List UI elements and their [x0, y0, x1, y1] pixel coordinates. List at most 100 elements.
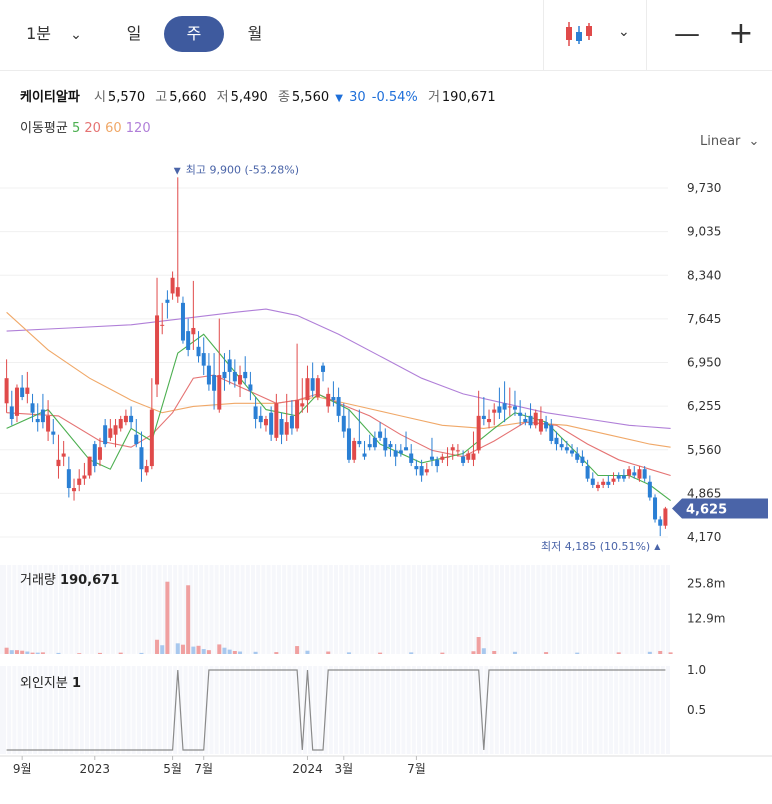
candle [82, 475, 87, 479]
volume-bar [492, 650, 497, 654]
candle [134, 434, 139, 445]
candle [51, 431, 56, 435]
ohlc-summary: 케이티알파 시 5,570 고 5,660 저 5,490 종 5,560 ▼ 30 -… [20, 86, 498, 105]
toolbar-divider [646, 0, 647, 70]
chevron-down-icon: ⌄ [70, 27, 82, 43]
volume-bar [30, 652, 35, 654]
candle [341, 415, 346, 432]
candle [310, 378, 315, 391]
volume-bar [118, 652, 123, 654]
volume-bar [227, 649, 232, 654]
chart-type-select[interactable]: ⌄ [558, 20, 638, 48]
volume-bar [274, 652, 279, 654]
volume-bar [440, 652, 445, 654]
candle [492, 409, 497, 413]
candle [642, 469, 647, 479]
price-tick-label: 4,865 [687, 486, 721, 500]
candle [180, 302, 185, 341]
tab-month[interactable]: 월 [247, 24, 263, 43]
volume-bar [155, 639, 160, 654]
volume-bar [476, 637, 481, 654]
volume-bar [201, 649, 206, 654]
scale-select[interactable]: Linear ⌄ [700, 134, 759, 149]
candle [647, 481, 652, 498]
high-value: 5,660 [169, 90, 207, 105]
foreign-panel-label: 외인지분 1 [20, 676, 81, 691]
candle [450, 447, 455, 451]
volume-bar [196, 645, 201, 654]
candle [507, 406, 512, 408]
open-label: 시 [93, 90, 106, 105]
candle [336, 397, 341, 416]
change-arrow-icon: ▼ [335, 93, 343, 104]
candle [253, 406, 258, 419]
volume-bar [35, 652, 40, 654]
volume-label: 거 [427, 90, 440, 105]
candle [217, 375, 222, 410]
ma-60: 60 [105, 121, 122, 136]
toolbar-divider [543, 0, 544, 70]
volume-bar [139, 652, 144, 654]
candle [590, 478, 595, 485]
change-value: 30 [349, 90, 366, 105]
candle [222, 371, 227, 379]
candle [123, 415, 128, 423]
zoom-out-button[interactable]: — [674, 19, 700, 49]
volume-bar [668, 652, 673, 654]
candle [243, 371, 248, 379]
volume-bar [191, 646, 196, 654]
candle [461, 456, 466, 463]
candle [518, 412, 523, 416]
tab-week[interactable]: 주 [164, 16, 224, 52]
period-select[interactable]: 1분 ⌄ [14, 16, 94, 52]
candle [97, 447, 102, 460]
volume-bar [20, 650, 25, 654]
low-value: 5,490 [230, 90, 268, 105]
volume-bar [253, 651, 258, 654]
ma-120: 120 [125, 121, 151, 136]
foreign-ownership-line [6, 669, 666, 751]
moving-average-lines [6, 308, 671, 502]
price-tick-label: 4,170 [687, 530, 721, 544]
last-price-tag [672, 498, 768, 519]
candle [559, 444, 564, 448]
candle [435, 459, 440, 467]
candle [580, 456, 585, 463]
volume-value: 190,671 [441, 90, 496, 105]
candle [227, 359, 232, 372]
candle [87, 456, 92, 476]
candle [455, 450, 460, 452]
candle [4, 378, 9, 404]
chart-toolbar: 1분 ⌄ 일 주 월 ⌄ — + [0, 0, 772, 71]
candle [570, 450, 575, 454]
zoom-in-button[interactable]: + [728, 16, 754, 51]
candle [201, 353, 206, 366]
volume-panel: 25.8m 12.9m [0, 565, 725, 654]
candle [232, 371, 237, 382]
candle [14, 387, 19, 416]
ma120-line [6, 308, 671, 429]
candle [274, 403, 279, 438]
volume-bar [9, 650, 14, 654]
volume-bar [295, 646, 300, 654]
candle [611, 478, 616, 482]
candle [601, 481, 606, 485]
candle [346, 428, 351, 460]
candle [538, 418, 543, 432]
candle [502, 403, 507, 410]
volume-bar [658, 650, 663, 654]
tab-day[interactable]: 일 [126, 24, 142, 43]
candle [632, 472, 637, 476]
volume-bar [378, 652, 383, 654]
foreign-panel-bg [0, 666, 670, 754]
candle [393, 450, 398, 457]
change-percent: -0.54% [371, 90, 418, 105]
volume-panel-label: 거래량 190,671 [20, 573, 119, 588]
candle [549, 425, 554, 441]
candle [300, 403, 305, 407]
candle [414, 466, 419, 470]
volume-bar [409, 652, 414, 654]
candle [487, 418, 492, 423]
moving-average-legend[interactable]: 이동평균 5 20 60 120 [20, 117, 151, 136]
volume-bar [97, 652, 102, 654]
